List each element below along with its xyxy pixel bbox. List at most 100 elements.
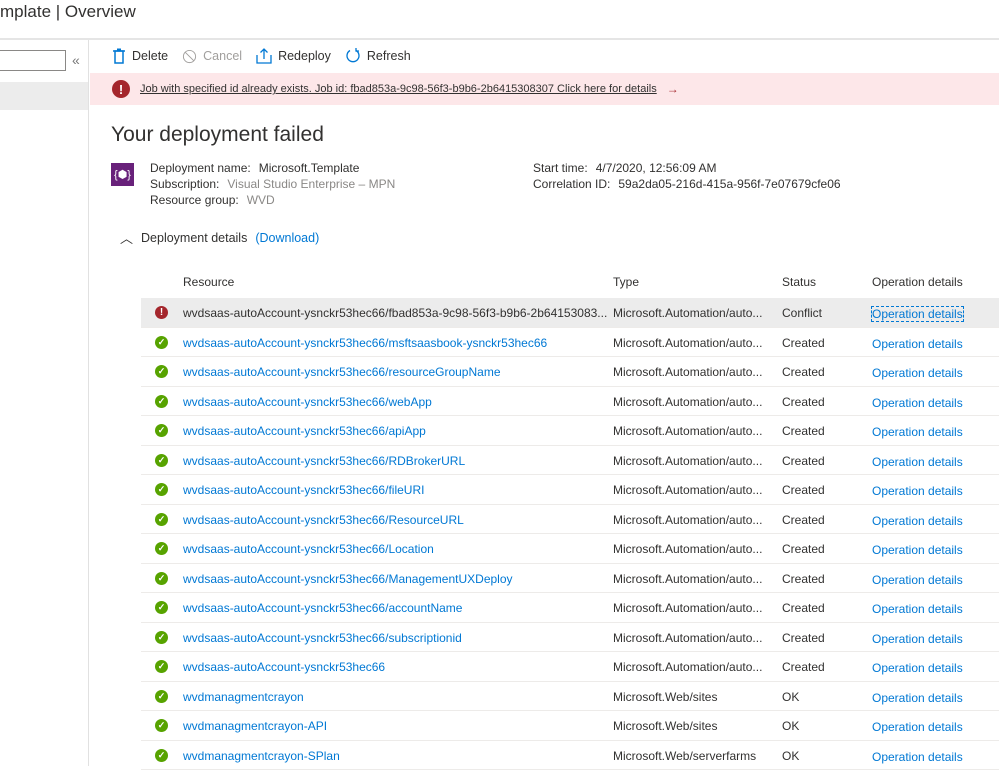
resource-status: Created: [782, 424, 825, 438]
success-check-icon: ✓: [155, 483, 168, 496]
operation-details-link[interactable]: Operation details: [872, 455, 963, 469]
delete-button[interactable]: Delete: [112, 48, 168, 64]
operation-details-link[interactable]: Operation details: [872, 366, 963, 380]
refresh-label: Refresh: [367, 49, 411, 63]
subscription-label: Subscription:: [150, 177, 219, 191]
success-check-icon: ✓: [155, 749, 168, 762]
table-row[interactable]: ✓ wvdmanagmentcrayon Microsoft.Web/sites…: [141, 682, 999, 712]
operation-details-link[interactable]: Operation details: [872, 573, 963, 587]
operation-details-link[interactable]: Operation details: [872, 543, 963, 557]
resource-name[interactable]: wvdsaas-autoAccount-ysnckr53hec66/RDBrok…: [183, 454, 465, 468]
refresh-button[interactable]: Refresh: [345, 48, 411, 64]
column-header-status[interactable]: Status: [782, 275, 816, 289]
sidebar: «: [0, 40, 89, 766]
table-row[interactable]: ! wvdsaas-autoAccount-ysnckr53hec66/fbad…: [141, 298, 999, 328]
resource-name[interactable]: wvdsaas-autoAccount-ysnckr53hec66/webApp: [183, 395, 432, 409]
operation-details-link[interactable]: Operation details: [872, 337, 963, 351]
operation-details-link[interactable]: Operation details: [872, 720, 963, 734]
operation-details-link[interactable]: Operation details: [872, 602, 963, 616]
resource-type: Microsoft.Automation/auto...: [613, 306, 762, 320]
table-row[interactable]: ✓ wvdsaas-autoAccount-ysnckr53hec66/RDBr…: [141, 446, 999, 476]
resource-status: Created: [782, 572, 825, 586]
resource-name[interactable]: wvdsaas-autoAccount-ysnckr53hec66/apiApp: [183, 424, 426, 438]
table-row[interactable]: ✓ wvdsaas-autoAccount-ysnckr53hec66/Reso…: [141, 505, 999, 535]
table-row[interactable]: ✓ wvdsaas-autoAccount-ysnckr53hec66/Loca…: [141, 534, 999, 564]
collapse-sidebar-icon[interactable]: «: [72, 52, 80, 68]
success-check-icon: ✓: [155, 365, 168, 378]
search-input[interactable]: [0, 50, 66, 71]
operation-details-link[interactable]: Operation details: [872, 425, 963, 439]
operation-details-link[interactable]: Operation details: [872, 691, 963, 705]
table-row[interactable]: ✓ wvdsaas-autoAccount-ysnckr53hec66/Mana…: [141, 564, 999, 594]
subscription-value[interactable]: Visual Studio Enterprise – MPN: [227, 177, 395, 191]
resource-status: Created: [782, 542, 825, 556]
resource-status: Created: [782, 513, 825, 527]
arrow-right-icon[interactable]: →: [667, 82, 679, 96]
success-check-icon: ✓: [155, 395, 168, 408]
column-header-operation-details[interactable]: Operation details: [872, 275, 963, 289]
table-row[interactable]: ✓ wvdsaas-autoAccount-ysnckr53hec66/subs…: [141, 623, 999, 653]
table-row[interactable]: ✓ wvdsaas-autoAccount-ysnckr53hec66/msft…: [141, 328, 999, 358]
resource-name[interactable]: wvdsaas-autoAccount-ysnckr53hec66/Locati…: [183, 542, 434, 556]
sidebar-item-overview[interactable]: [0, 82, 88, 110]
redeploy-label: Redeploy: [278, 49, 331, 63]
resource-name[interactable]: wvdsaas-autoAccount-ysnckr53hec66/resour…: [183, 365, 501, 379]
resource-name[interactable]: wvdsaas-autoAccount-ysnckr53hec66/Resour…: [183, 513, 464, 527]
column-header-resource[interactable]: Resource: [183, 275, 234, 289]
resource-name[interactable]: wvdsaas-autoAccount-ysnckr53hec66/subscr…: [183, 631, 462, 645]
download-link[interactable]: (Download): [255, 231, 319, 245]
resource-type: Microsoft.Automation/auto...: [613, 572, 762, 586]
resource-name[interactable]: wvdsaas-autoAccount-ysnckr53hec66/accoun…: [183, 601, 462, 615]
start-time-label: Start time:: [533, 161, 588, 175]
resource-status: OK: [782, 749, 799, 763]
deployment-details-toggle[interactable]: ︿ Deployment details (Download): [120, 228, 319, 247]
resource-name[interactable]: wvdmanagmentcrayon-API: [183, 719, 327, 733]
resource-name[interactable]: wvdsaas-autoAccount-ysnckr53hec66/msftsa…: [183, 336, 547, 350]
resource-name[interactable]: wvdmanagmentcrayon-SPlan: [183, 749, 340, 763]
error-details-link[interactable]: Job with specified id already exists. Jo…: [140, 83, 657, 95]
resource-status: Created: [782, 483, 825, 497]
page-title: mplate | Overview: [0, 2, 136, 22]
column-header-type[interactable]: Type: [613, 275, 639, 289]
table-row[interactable]: ✓ wvdsaas-autoAccount-ysnckr53hec66 Micr…: [141, 652, 999, 682]
resource-status: Created: [782, 601, 825, 615]
resource-type: Microsoft.Automation/auto...: [613, 365, 762, 379]
operation-details-link[interactable]: Operation details: [872, 514, 963, 528]
redeploy-button[interactable]: Redeploy: [256, 48, 331, 64]
table-row[interactable]: ✓ wvdsaas-autoAccount-ysnckr53hec66/webA…: [141, 387, 999, 417]
resource-name[interactable]: wvdsaas-autoAccount-ysnckr53hec66: [183, 660, 385, 674]
error-status-icon: !: [155, 306, 168, 319]
operation-details-link[interactable]: Operation details: [872, 661, 963, 675]
deployment-meta-right: Start time:4/7/2020, 12:56:09 AM Correla…: [533, 160, 841, 192]
deployment-template-icon: {⬢}: [111, 163, 134, 186]
operation-details-link[interactable]: Operation details: [872, 632, 963, 646]
resource-group-value[interactable]: WVD: [247, 193, 275, 207]
delete-label: Delete: [132, 49, 168, 63]
resource-type: Microsoft.Automation/auto...: [613, 660, 762, 674]
resource-name[interactable]: wvdmanagmentcrayon: [183, 690, 304, 704]
table-row[interactable]: ✓ wvdsaas-autoAccount-ysnckr53hec66/file…: [141, 475, 999, 505]
resource-group-label: Resource group:: [150, 193, 239, 207]
resource-type: Microsoft.Automation/auto...: [613, 454, 762, 468]
operation-details-link[interactable]: Operation details: [872, 307, 963, 321]
deployment-name: Microsoft.Template: [259, 161, 360, 175]
operation-details-link[interactable]: Operation details: [872, 484, 963, 498]
chevron-up-icon[interactable]: ︿: [120, 228, 133, 247]
resource-type: Microsoft.Automation/auto...: [613, 336, 762, 350]
table-row[interactable]: ✓ wvdsaas-autoAccount-ysnckr53hec66/reso…: [141, 357, 999, 387]
refresh-icon: [345, 48, 361, 64]
resource-type: Microsoft.Automation/auto...: [613, 483, 762, 497]
table-row[interactable]: ✓ wvdsaas-autoAccount-ysnckr53hec66/apiA…: [141, 416, 999, 446]
operation-details-link[interactable]: Operation details: [872, 750, 963, 764]
error-icon: !: [112, 80, 130, 98]
table-row[interactable]: ✓ wvdmanagmentcrayon-API Microsoft.Web/s…: [141, 711, 999, 741]
success-check-icon: ✓: [155, 631, 168, 644]
operation-details-link[interactable]: Operation details: [872, 396, 963, 410]
success-check-icon: ✓: [155, 660, 168, 673]
cancel-button[interactable]: Cancel: [182, 49, 242, 64]
resource-name[interactable]: wvdsaas-autoAccount-ysnckr53hec66/fileUR…: [183, 483, 424, 497]
resource-name[interactable]: wvdsaas-autoAccount-ysnckr53hec66/Manage…: [183, 572, 513, 586]
resource-status: Conflict: [782, 306, 822, 320]
table-row[interactable]: ✓ wvdsaas-autoAccount-ysnckr53hec66/acco…: [141, 593, 999, 623]
error-banner: ! Job with specified id already exists. …: [90, 73, 999, 105]
